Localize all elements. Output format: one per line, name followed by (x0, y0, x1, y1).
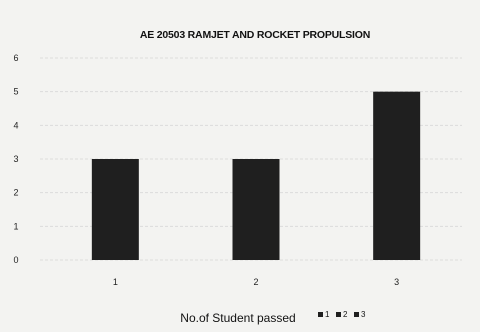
legend-swatch-3 (354, 312, 359, 317)
bars (91, 91, 421, 261)
y-tick-label: 6 (13, 53, 18, 63)
x-tick-label: 2 (253, 277, 258, 287)
legend-label: 2 (343, 310, 348, 319)
y-tick-label: 1 (13, 221, 18, 231)
y-tick-label: 0 (13, 255, 18, 265)
legend-swatch-2 (336, 312, 341, 317)
legend: 1 2 3 (318, 310, 366, 319)
legend-swatch-1 (318, 312, 323, 317)
bar-3 (373, 91, 421, 261)
x-tick-label: 3 (394, 277, 399, 287)
legend-label: 3 (361, 310, 366, 319)
y-tick-label: 2 (13, 188, 18, 198)
y-tick-label: 3 (13, 154, 18, 164)
x-tick-label: 1 (113, 277, 118, 287)
y-tick-label: 4 (13, 120, 18, 130)
bar-2 (232, 159, 280, 260)
y-axis-ticks: 0 1 2 3 4 5 6 (13, 53, 18, 265)
bar-1 (91, 159, 139, 260)
x-axis-label: No.of Student passed (180, 311, 295, 325)
y-tick-label: 5 (13, 87, 18, 97)
legend-label: 1 (325, 310, 330, 319)
x-axis-ticks: 1 2 3 (113, 277, 399, 287)
chart-title: AE 20503 RAMJET AND ROCKET PROPULSION (140, 29, 370, 41)
